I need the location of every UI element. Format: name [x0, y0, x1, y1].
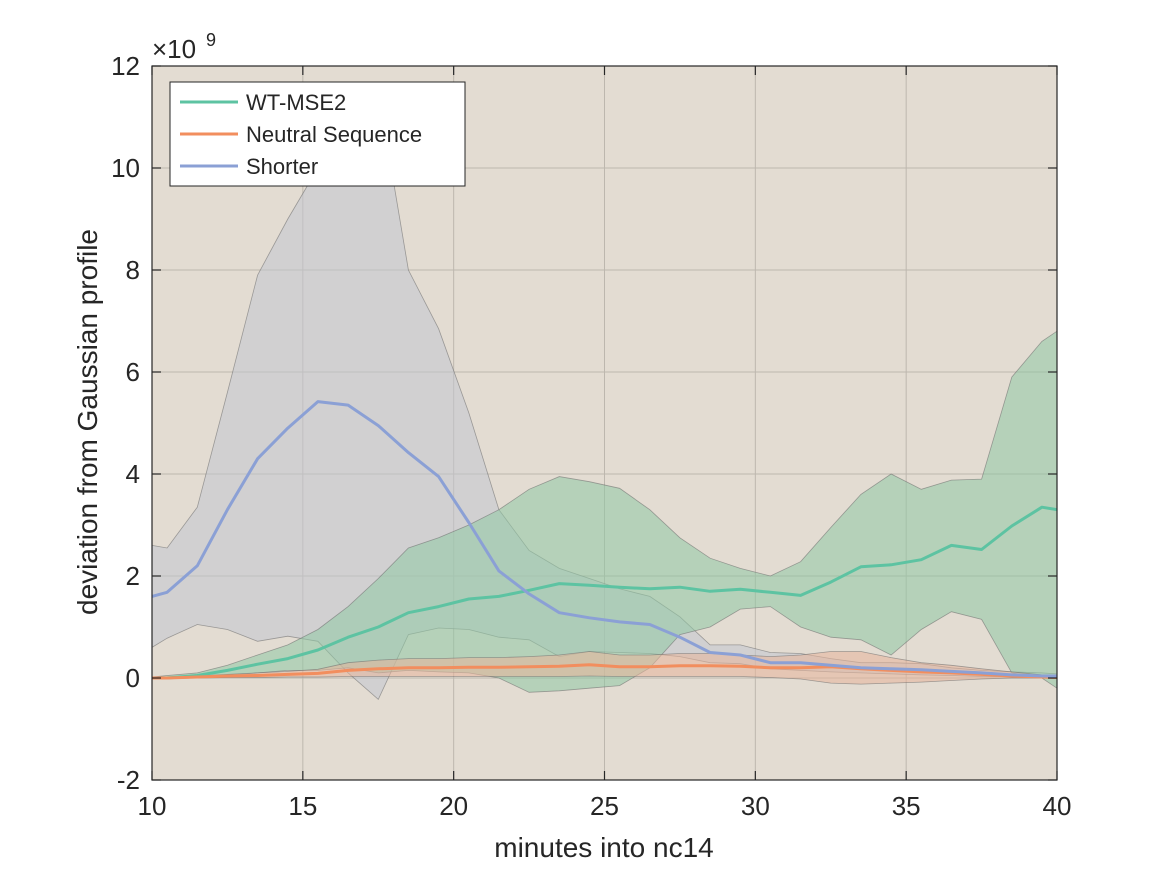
x-tick-label-6: 40 — [1043, 791, 1072, 821]
y-tick-label-1: 0 — [126, 663, 140, 693]
legend-label-0: WT-MSE2 — [246, 90, 346, 115]
y-exponent-power: 9 — [206, 30, 216, 50]
y-tick-label-5: 8 — [126, 255, 140, 285]
y-exponent: ×10 9 — [152, 30, 216, 64]
plot-area — [151, 65, 1058, 781]
line-series-1 — [152, 663, 1057, 680]
legend-label-1: Neutral Sequence — [246, 122, 422, 147]
x-tick-label-2: 20 — [439, 791, 468, 821]
axes: 10 15 20 25 30 35 40 -2 0 2 4 6 8 10 12 — [111, 51, 1071, 821]
y-exponent-base: ×10 — [152, 34, 196, 64]
legend: WT-MSE2 Neutral Sequence Shorter — [169, 81, 466, 187]
y-tick-label-6: 10 — [111, 153, 140, 183]
x-axis-label: minutes into nc14 — [494, 832, 713, 863]
x-tick-label-5: 35 — [892, 791, 921, 821]
x-tick-label-3: 25 — [590, 791, 619, 821]
y-tick-label-4: 6 — [126, 357, 140, 387]
y-tick-label-2: 2 — [126, 561, 140, 591]
y-tick-label-7: 12 — [111, 51, 140, 81]
line-series-2 — [152, 400, 1057, 678]
x-tick-label-1: 15 — [288, 791, 317, 821]
y-tick-label-0: -2 — [117, 765, 140, 795]
y-tick-label-3: 4 — [126, 459, 140, 489]
legend-label-2: Shorter — [246, 154, 318, 179]
y-axis-label: deviation from Gaussian profile — [72, 229, 103, 615]
line-series-0 — [152, 505, 1057, 680]
series-group — [152, 90, 1057, 701]
band-series-1 — [152, 651, 1057, 685]
x-tick-label-4: 30 — [741, 791, 770, 821]
x-tick-label-0: 10 — [138, 791, 167, 821]
